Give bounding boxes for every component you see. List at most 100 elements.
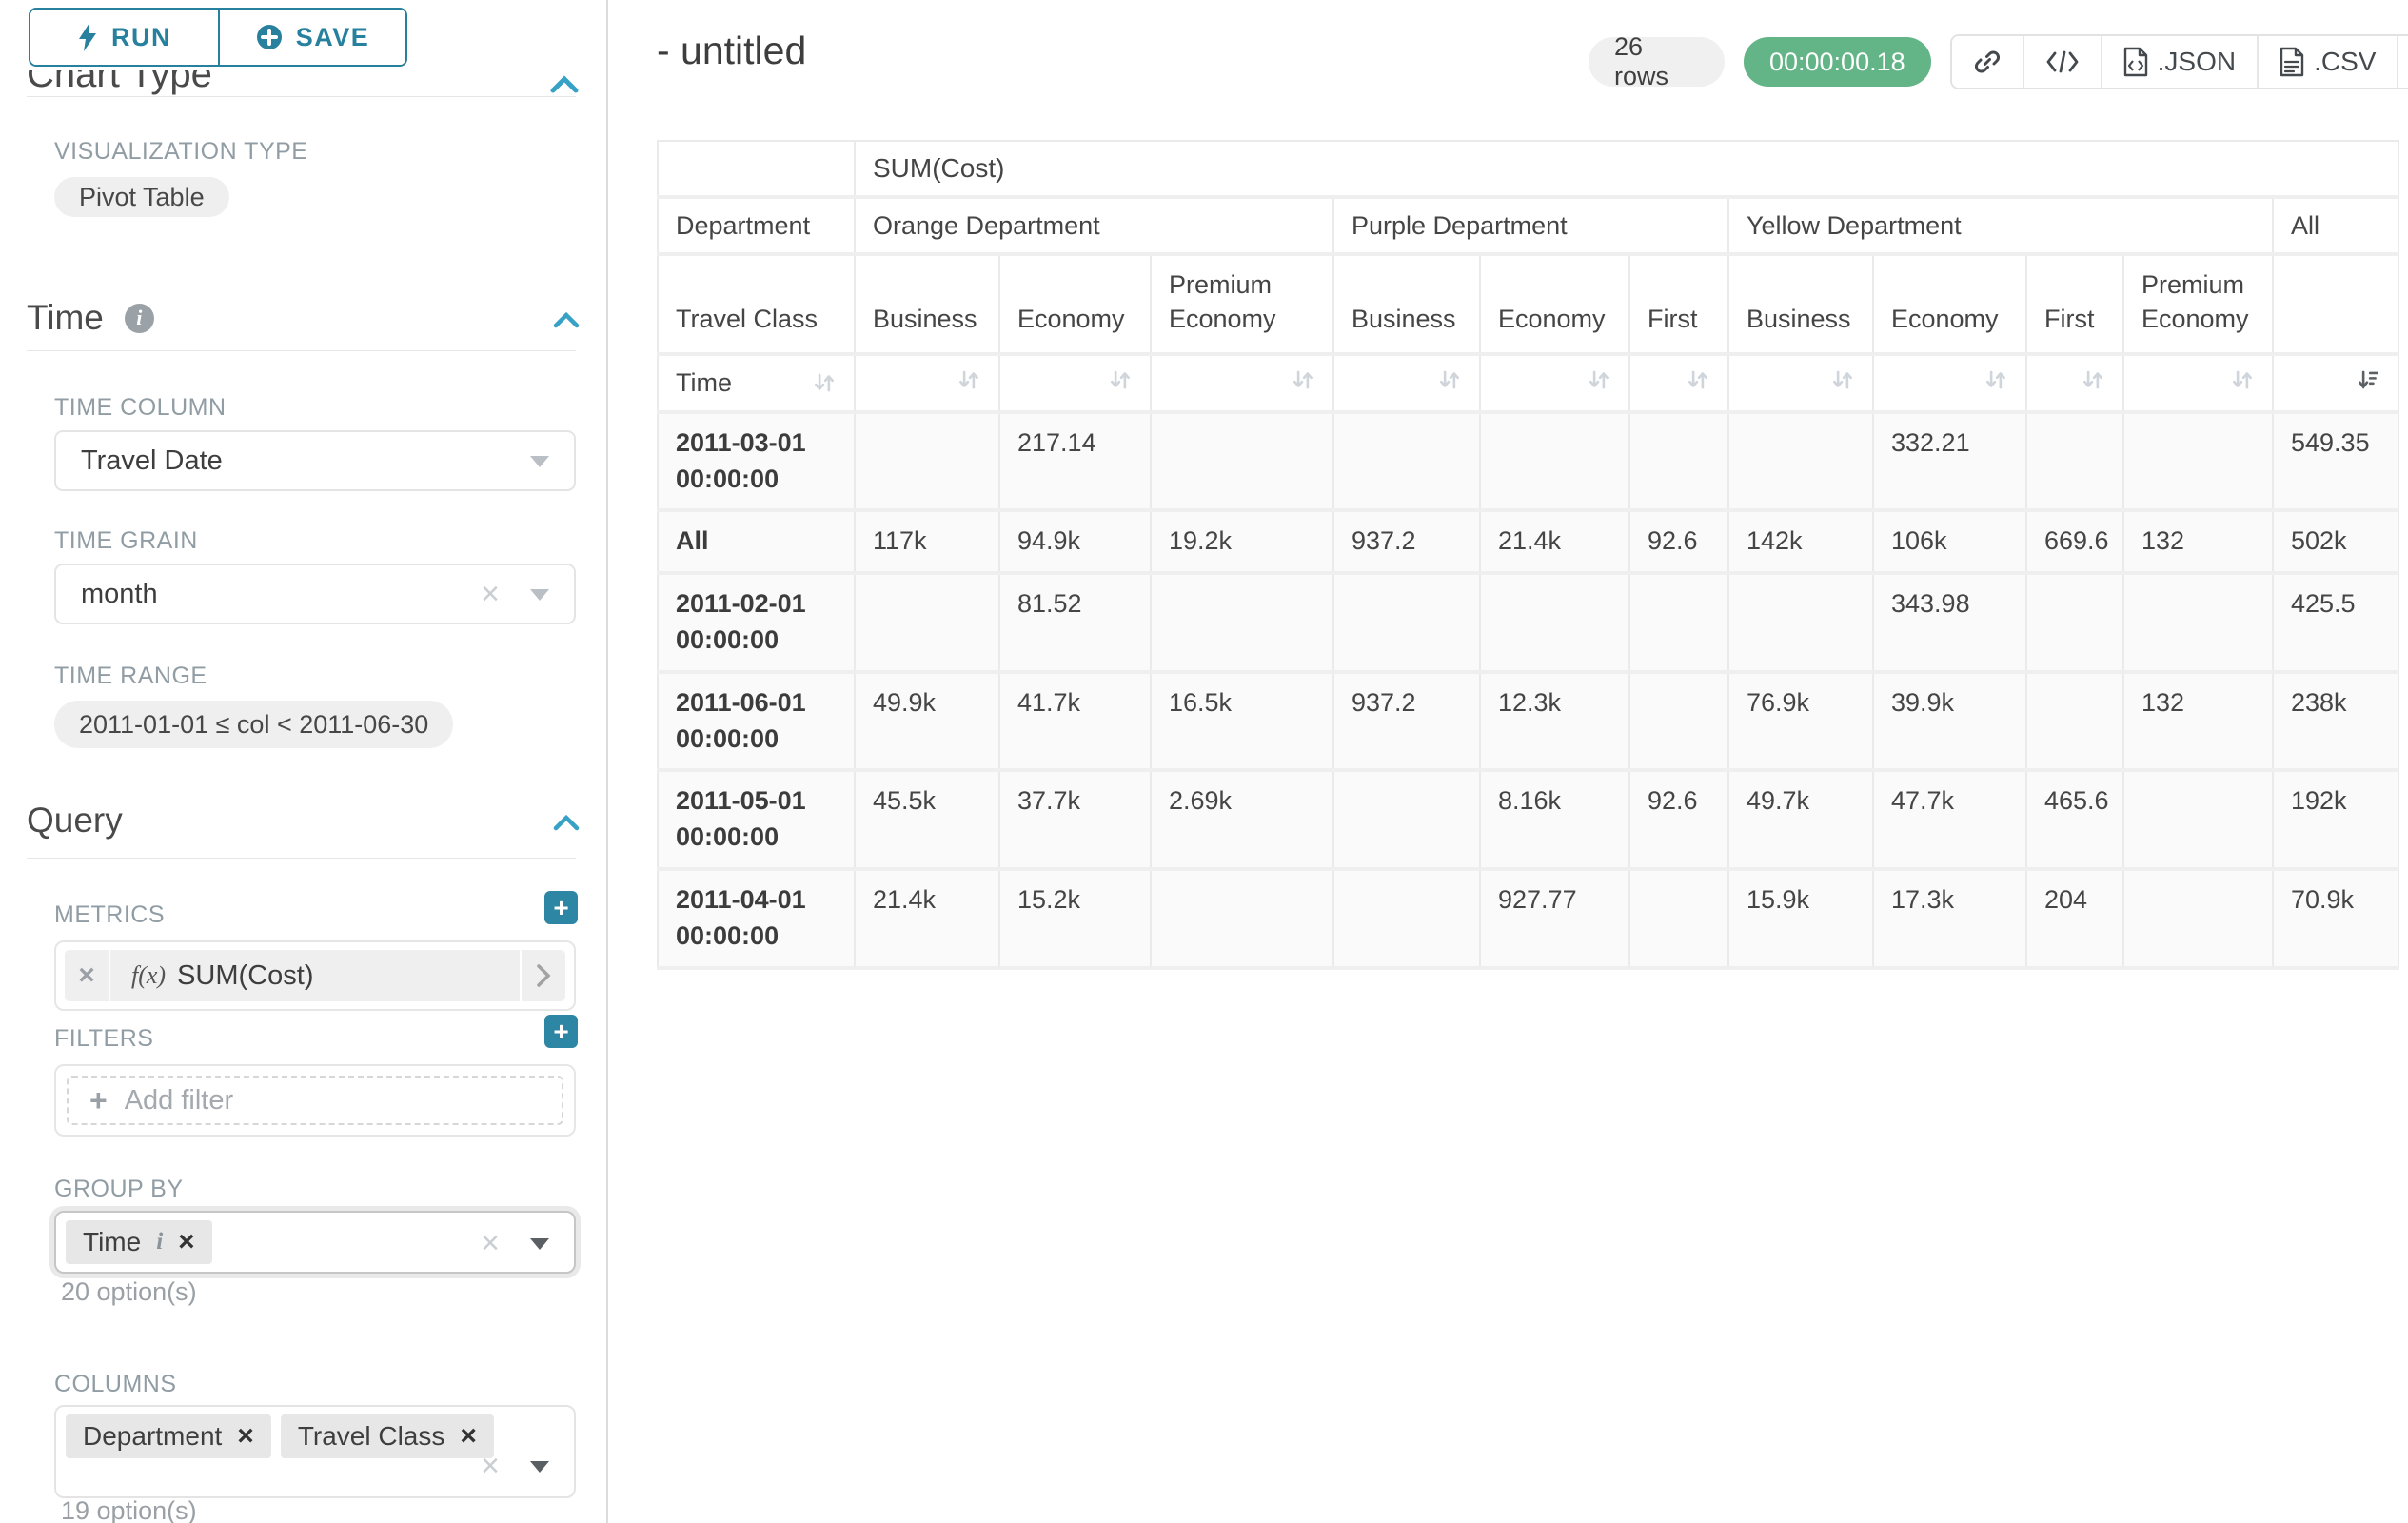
- sort-desc-icon[interactable]: [2356, 367, 2380, 392]
- clear-icon[interactable]: ×: [481, 1448, 500, 1484]
- sort-icon[interactable]: [2230, 367, 2255, 392]
- time-column-select[interactable]: Travel Date: [54, 430, 576, 491]
- sort-icon[interactable]: [2081, 367, 2105, 392]
- sort-icon[interactable]: [812, 370, 837, 395]
- time-section-title: Time: [27, 298, 104, 337]
- value-cell: [1728, 573, 1874, 674]
- metric-pill[interactable]: × f(x) SUM(Cost): [65, 950, 565, 1001]
- info-icon[interactable]: i: [156, 1229, 164, 1255]
- export-json-button[interactable]: .JSON: [2100, 36, 2258, 88]
- query-timer-badge: 00:00:00.18: [1743, 37, 1931, 87]
- save-button[interactable]: SAVE: [218, 10, 405, 65]
- sortable-column[interactable]: [1629, 353, 1729, 414]
- add-filter-plus-button[interactable]: +: [544, 1015, 578, 1048]
- time-range-value[interactable]: 2011-01-01 ≤ col < 2011-06-30: [54, 701, 454, 748]
- row-label: 2011-04-01 00:00:00: [658, 869, 856, 970]
- time-header[interactable]: Time: [658, 353, 856, 414]
- add-filter-button[interactable]: + Add filter: [67, 1076, 563, 1125]
- export-csv-button[interactable]: .CSV: [2257, 36, 2398, 88]
- remove-metric-icon[interactable]: ×: [65, 950, 110, 1001]
- time-column-value: Travel Date: [81, 445, 223, 476]
- value-cell: 502k: [2273, 510, 2400, 576]
- save-button-label: SAVE: [295, 22, 370, 51]
- chevron-down-icon[interactable]: [530, 1238, 549, 1250]
- value-cell: [1151, 573, 1334, 674]
- sortable-column[interactable]: [855, 353, 1000, 414]
- divider: [27, 96, 576, 97]
- function-icon: f(x): [131, 961, 167, 989]
- group-by-options-count: 20 option(s): [61, 1277, 197, 1306]
- share-link-button[interactable]: [1951, 36, 2023, 88]
- value-cell: 12.3k: [1480, 671, 1630, 773]
- clear-icon[interactable]: ×: [481, 1225, 500, 1261]
- time-grain-label: TIME GRAIN: [54, 527, 198, 554]
- visualization-type-value[interactable]: Pivot Table: [54, 177, 229, 217]
- sort-icon[interactable]: [1291, 367, 1315, 392]
- query-section-header[interactable]: Query: [27, 801, 123, 841]
- run-button[interactable]: RUN: [30, 10, 218, 65]
- expand-metric-icon[interactable]: [520, 950, 565, 1001]
- value-cell: 343.98: [1873, 573, 2027, 674]
- all-column-header: All: [2273, 197, 2400, 256]
- value-cell: [1728, 411, 1874, 513]
- time-section-header[interactable]: Time i: [27, 298, 154, 338]
- clear-icon[interactable]: ×: [481, 576, 500, 612]
- sortable-column[interactable]: [2123, 353, 2274, 414]
- sort-icon[interactable]: [1686, 367, 1710, 392]
- sortable-column[interactable]: [1151, 353, 1334, 414]
- chevron-down-icon[interactable]: [530, 1461, 549, 1473]
- remove-tag-icon[interactable]: ×: [237, 1420, 254, 1452]
- metric-name: SUM(Cost): [177, 959, 314, 991]
- value-cell: 81.52: [999, 573, 1152, 674]
- sort-icon[interactable]: [1587, 367, 1611, 392]
- value-cell: 41.7k: [999, 671, 1152, 773]
- travel-class-column-header: Business: [1728, 254, 1874, 356]
- chevron-up-icon: [550, 75, 579, 93]
- value-cell: 49.7k: [1728, 770, 1874, 872]
- sortable-column[interactable]: [1333, 353, 1481, 414]
- value-cell: 92.6: [1629, 510, 1729, 576]
- sort-icon[interactable]: [1437, 367, 1462, 392]
- sortable-column[interactable]: [1873, 353, 2027, 414]
- value-cell: 16.5k: [1151, 671, 1334, 773]
- remove-tag-icon[interactable]: ×: [460, 1420, 477, 1452]
- value-cell: [2123, 869, 2274, 970]
- travel-class-column-header: Economy: [999, 254, 1152, 356]
- sortable-column[interactable]: [999, 353, 1152, 414]
- menu-button[interactable]: [2397, 36, 2408, 88]
- remove-tag-icon[interactable]: ×: [178, 1226, 195, 1257]
- chart-title[interactable]: - untitled: [657, 29, 807, 72]
- sort-icon[interactable]: [1108, 367, 1133, 392]
- sortable-column[interactable]: [2026, 353, 2124, 414]
- collapse-chevron-up-icon[interactable]: [553, 814, 580, 831]
- columns-select[interactable]: Department × Travel Class × ×: [54, 1405, 576, 1498]
- run-button-label: RUN: [111, 22, 171, 51]
- sorted-column-desc[interactable]: [2273, 353, 2400, 414]
- table-row: 2011-03-01 00:00:00 217.14 332.21 549.35: [658, 411, 2400, 513]
- row-label: 2011-06-01 00:00:00: [658, 671, 856, 773]
- add-metric-button[interactable]: +: [544, 891, 578, 924]
- group-by-tag-label: Time: [83, 1227, 142, 1256]
- collapse-chevron-up-icon[interactable]: [553, 311, 580, 328]
- table-row: 2011-06-01 00:00:00 49.9k 41.7k 16.5k 937.2 1…: [658, 671, 2400, 773]
- query-section-title: Query: [27, 801, 123, 840]
- time-range-label: TIME RANGE: [54, 663, 207, 689]
- value-cell: 21.4k: [855, 869, 1000, 970]
- group-by-select[interactable]: Time i × ×: [54, 1211, 576, 1274]
- sortable-column[interactable]: [1480, 353, 1630, 414]
- lightning-icon: [79, 23, 96, 51]
- sort-icon[interactable]: [1830, 367, 1855, 392]
- value-cell: 669.6: [2026, 510, 2124, 576]
- plus-icon: +: [89, 1083, 108, 1118]
- info-icon[interactable]: i: [124, 303, 154, 333]
- sort-icon[interactable]: [1984, 367, 2008, 392]
- sort-icon[interactable]: [957, 367, 981, 392]
- row-label: 2011-05-01 00:00:00: [658, 770, 856, 872]
- time-grain-select[interactable]: month ×: [54, 564, 576, 624]
- panel-divider[interactable]: [606, 0, 608, 1523]
- group-by-label: GROUP BY: [54, 1176, 184, 1202]
- table-row: All 117k 94.9k 19.2k 937.2 21.4k 92.6 142k 106k 6…: [658, 510, 2400, 576]
- sortable-column[interactable]: [1728, 353, 1874, 414]
- travel-class-column-header: First: [2026, 254, 2124, 356]
- view-query-button[interactable]: [2022, 36, 2101, 88]
